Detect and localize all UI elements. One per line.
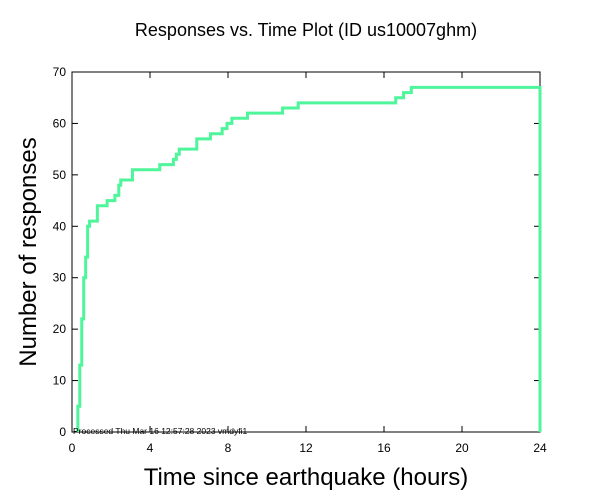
x-tick-label: 8 xyxy=(225,441,232,455)
responses-step-line xyxy=(76,85,542,432)
x-axis-ticks: 0 4 8 12 16 20 24 xyxy=(69,72,547,455)
y-tick-label: 0 xyxy=(59,425,66,439)
x-axis-label: Time since earthquake (hours) xyxy=(144,464,469,491)
x-tick-label: 0 xyxy=(69,441,76,455)
x-tick-label: 24 xyxy=(533,441,547,455)
y-tick-label: 10 xyxy=(53,374,67,388)
chart-title: Responses vs. Time Plot (ID us10007ghm) xyxy=(135,20,477,40)
y-tick-label: 20 xyxy=(53,322,67,336)
plot-frame xyxy=(71,71,541,433)
y-axis-label: Number of responses xyxy=(15,137,42,366)
x-tick-label: 20 xyxy=(455,441,469,455)
x-tick-label: 16 xyxy=(377,441,391,455)
y-tick-label: 70 xyxy=(53,65,67,79)
y-tick-label: 50 xyxy=(53,168,67,182)
y-tick-label: 30 xyxy=(53,271,67,285)
y-tick-label: 60 xyxy=(53,116,67,130)
y-axis-ticks: 0 10 20 30 40 50 60 70 xyxy=(53,65,540,439)
x-tick-label: 12 xyxy=(299,441,313,455)
processed-annotation: Processed Thu Mar 16 12:57:28 2023 vmdyf… xyxy=(73,426,247,436)
y-tick-label: 40 xyxy=(53,219,67,233)
x-tick-label: 4 xyxy=(147,441,154,455)
